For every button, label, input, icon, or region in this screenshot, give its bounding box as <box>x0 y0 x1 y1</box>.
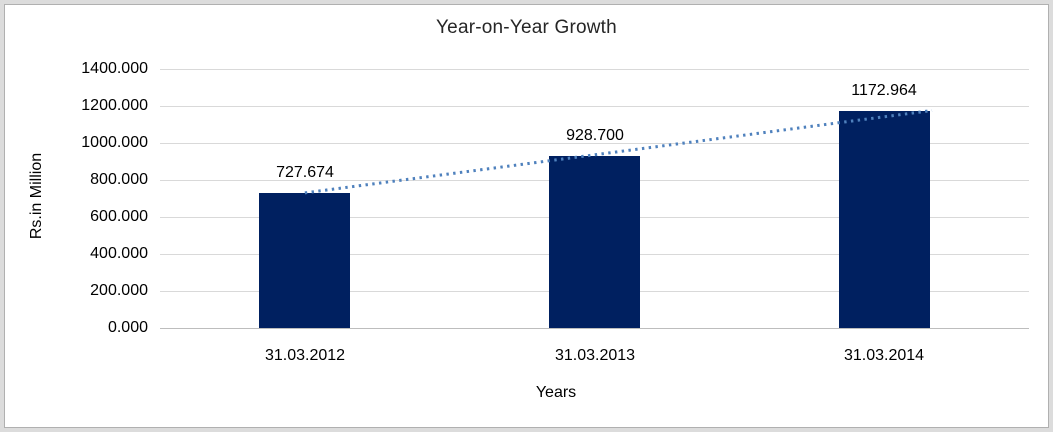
bar <box>549 156 640 328</box>
x-axis-line <box>160 328 1029 329</box>
y-tick-label: 600.000 <box>90 208 148 225</box>
y-axis-tick-labels: 1400.000 1200.000 1000.000 800.000 600.000 40… <box>40 60 148 336</box>
bar-data-label: 727.674 <box>276 164 334 181</box>
plot-area: 727.674 928.700 1172.964 <box>160 69 1029 329</box>
y-tick-label: 200.000 <box>90 282 148 299</box>
bar-data-label: 1172.964 <box>851 82 917 99</box>
bar <box>839 111 930 328</box>
y-tick-label: 1200.000 <box>81 97 148 114</box>
y-tick-label: 0.000 <box>107 319 148 336</box>
chart-title: Year-on-Year Growth <box>436 17 617 38</box>
gridline <box>160 69 1029 70</box>
x-tick-label: 31.03.2012 <box>264 347 346 364</box>
y-tick-label: 400.000 <box>90 245 148 262</box>
y-tick-label: 1400.000 <box>81 60 148 77</box>
bar <box>259 193 350 328</box>
x-tick-label: 31.03.2014 <box>843 347 925 364</box>
bar-data-label: 928.700 <box>566 127 624 144</box>
x-tick-label: 31.03.2013 <box>554 347 636 364</box>
gridline <box>160 106 1029 107</box>
trendline-path <box>304 109 933 195</box>
gridline <box>160 143 1029 144</box>
trendline <box>304 109 933 195</box>
y-tick-label: 1000.000 <box>81 134 148 151</box>
x-axis-title: Years <box>535 384 577 401</box>
y-tick-label: 800.000 <box>90 171 148 188</box>
